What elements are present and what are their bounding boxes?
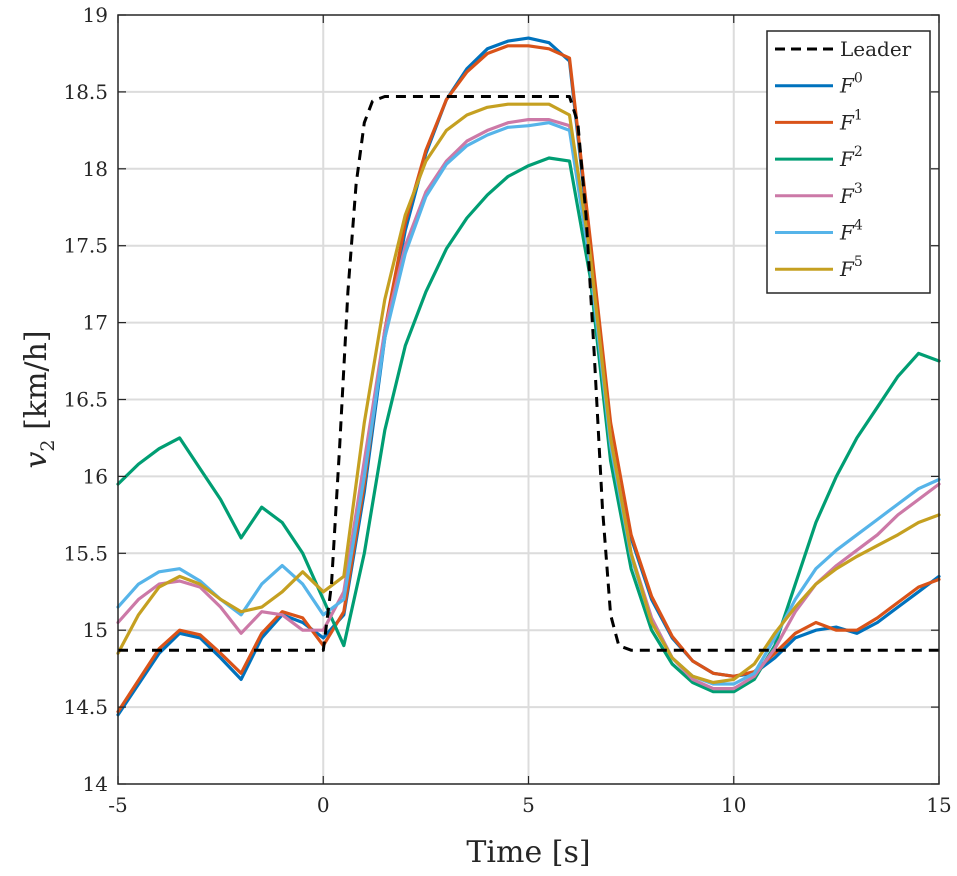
legend-label-sup: 3: [854, 181, 863, 197]
legend-label-f0: F0: [839, 71, 863, 98]
y-tick-label: 18.5: [63, 80, 108, 104]
series-line-leader: [118, 95, 939, 652]
legend-label-f2: F2: [839, 144, 863, 171]
y-tick-label: 18: [83, 157, 108, 181]
series-line-f2: [116, 156, 941, 694]
legend-label-f4: F4: [839, 218, 863, 245]
y-tick-label: 15: [83, 618, 108, 642]
y-tick-label: 15.5: [63, 541, 108, 565]
series-line-f3: [116, 117, 941, 691]
series-layer: [116, 36, 941, 717]
y-axis-label: v2 [km/h]: [19, 330, 59, 468]
legend-label-sup: 2: [854, 144, 863, 160]
legend-label-f5: F5: [839, 254, 863, 281]
y-tick-label: 14.5: [63, 695, 108, 719]
y-tick-label: 17.5: [63, 234, 108, 258]
y-tick-label: 19: [83, 3, 108, 27]
y-tick-label: 17: [83, 311, 108, 335]
legend: Leader F0 F1 F2 F3 F4 F5: [766, 30, 931, 294]
x-tick-label: 15: [926, 793, 951, 817]
legend-label-sup: 5: [854, 254, 863, 270]
y-axis-label-unit: [km/h]: [19, 330, 54, 439]
series-line-f4: [116, 121, 941, 686]
x-tick-label: 10: [721, 793, 746, 817]
x-axis-label: Time [s]: [466, 835, 590, 870]
legend-box: [766, 30, 931, 294]
series-line-f1: [116, 44, 941, 714]
y-tick-label: 16: [83, 464, 108, 488]
ticks: [117, 14, 940, 785]
legend-label-f1: F1: [839, 107, 863, 134]
x-tick-label: 0: [317, 793, 330, 817]
legend-label-sup: 1: [854, 107, 863, 123]
y-axis-label-var: v: [19, 452, 54, 469]
series-line-f5: [116, 102, 941, 685]
y-axis-label-sub: 2: [37, 439, 59, 451]
y-tick-label: 16.5: [63, 388, 108, 412]
legend-label-sup: 4: [854, 218, 863, 234]
legend-label-sup: 0: [854, 71, 863, 87]
x-tick-label: 5: [522, 793, 535, 817]
legend-label-leader: Leader: [840, 37, 912, 61]
series-line-f0: [116, 36, 941, 717]
y-tick-label: 14: [83, 772, 108, 796]
x-tick-label: -5: [108, 793, 127, 817]
legend-label-f3: F3: [839, 181, 863, 208]
